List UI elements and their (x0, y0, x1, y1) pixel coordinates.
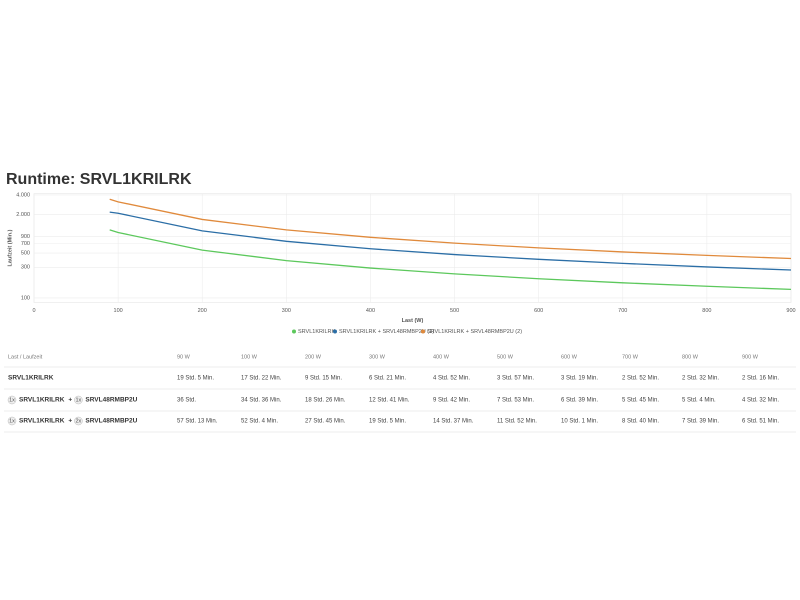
runtime-cell: 52 Std. 4 Min. (241, 419, 278, 425)
x-axis-title: Last (W) (402, 318, 424, 324)
legend-marker (421, 329, 425, 334)
series-line (109, 211, 792, 271)
legend-label: SRVL1KRILRK + SRVL48RMBP2U (1) (339, 329, 434, 335)
runtime-cell: 10 Std. 1 Min. (561, 419, 598, 425)
model-name: SRVL1KRILRK (8, 375, 54, 382)
x-tick-label: 500 (450, 308, 459, 314)
qty-label: 2x (75, 418, 81, 424)
table-header: Last / Laufzeit (8, 354, 43, 360)
x-tick-label: 700 (618, 308, 627, 314)
legend-label: SRVL1KRILRK (298, 329, 336, 335)
y-tick-label: 900 (21, 234, 30, 240)
table-header: 400 W (433, 354, 450, 360)
y-axis-title: Laufzeit (Min.) (7, 229, 13, 266)
y-tick-label: 4.000 (16, 192, 30, 198)
model-name: SRVL48RMBP2U (85, 397, 137, 404)
runtime-cell: 11 Std. 52 Min. (497, 419, 537, 425)
qty-badge (7, 395, 17, 405)
x-tick-label: 600 (534, 308, 543, 314)
runtime-cell: 5 Std. 45 Min. (622, 398, 659, 404)
table-header: 900 W (742, 354, 759, 360)
table-header: 500 W (497, 354, 514, 360)
runtime-cell: 27 Std. 45 Min. (305, 419, 346, 425)
x-tick-label: 300 (282, 308, 291, 314)
table-header: 700 W (622, 354, 639, 360)
qty-badge (74, 416, 83, 426)
runtime-cell: 7 Std. 39 Min. (682, 419, 719, 425)
runtime-cell: 6 Std. 51 Min. (742, 419, 779, 425)
x-tick-label: 200 (198, 308, 207, 314)
runtime-cell: 17 Std. 22 Min. (241, 376, 282, 382)
series-line (109, 229, 792, 291)
table-header: 800 W (682, 354, 699, 360)
qty-label: 1x (75, 397, 81, 403)
runtime-cell: 18 Std. 26 Min. (305, 398, 346, 404)
qty-badge (7, 416, 17, 426)
legend-label: SRVL1KRILRK + SRVL48RMBP2U (2) (427, 329, 522, 335)
x-tick-label: 800 (702, 308, 711, 314)
runtime-cell: 19 Std. 5 Min. (369, 419, 406, 425)
table-header: 300 W (369, 354, 386, 360)
x-tick-label: 400 (366, 308, 375, 314)
runtime-cell: 34 Std. 36 Min. (241, 398, 282, 404)
runtime-cell: 19 Std. 5 Min. (177, 376, 214, 382)
table-header: 600 W (561, 354, 578, 360)
legend-marker (292, 329, 296, 334)
runtime-cell: 3 Std. 57 Min. (497, 376, 534, 382)
runtime-cell: 36 Std. (177, 398, 196, 404)
model-name: SRVL1KRILRK (19, 418, 65, 425)
runtime-cell: 2 Std. 52 Min. (622, 376, 659, 382)
separator: + (68, 397, 72, 404)
y-tick-label: 700 (21, 241, 30, 247)
qty-label: 1x (9, 397, 15, 403)
separator: + (68, 418, 72, 425)
runtime-cell: 2 Std. 32 Min. (682, 376, 719, 382)
page-title: Runtime: SRVL1KRILRK (6, 171, 192, 188)
runtime-cell: 9 Std. 15 Min. (305, 376, 342, 382)
y-tick-label: 300 (21, 265, 30, 271)
qty-badge (74, 395, 83, 405)
runtime-cell: 2 Std. 16 Min. (742, 376, 779, 382)
runtime-cell: 12 Std. 41 Min. (369, 398, 410, 404)
runtime-cell: 6 Std. 21 Min. (369, 376, 406, 382)
table-header: 200 W (305, 354, 322, 360)
table-header: 90 W (177, 354, 191, 360)
series-line (109, 198, 792, 260)
runtime-cell: 4 Std. 52 Min. (433, 376, 470, 382)
runtime-cell: 6 Std. 39 Min. (561, 398, 598, 404)
x-tick-label: 100 (114, 308, 123, 314)
runtime-cell: 8 Std. 40 Min. (622, 419, 659, 425)
y-tick-label: 2.000 (16, 212, 30, 218)
qty-label: 1x (9, 418, 15, 424)
y-tick-label: 100 (21, 295, 30, 301)
legend-marker (333, 329, 337, 334)
runtime-cell: 14 Std. 37 Min. (433, 419, 474, 425)
runtime-cell: 9 Std. 42 Min. (433, 398, 470, 404)
runtime-cell: 57 Std. 13 Min. (177, 419, 218, 425)
runtime-cell: 3 Std. 19 Min. (561, 376, 598, 382)
table-header: 100 W (241, 354, 258, 360)
plot-area (33, 193, 792, 303)
model-name: SRVL1KRILRK (19, 397, 65, 404)
x-tick-label: 0 (32, 308, 35, 314)
x-tick-label: 900 (786, 308, 795, 314)
runtime-cell: 7 Std. 53 Min. (497, 398, 534, 404)
runtime-cell: 4 Std. 32 Min. (742, 398, 779, 404)
y-tick-label: 500 (21, 250, 30, 256)
runtime-cell: 5 Std. 4 Min. (682, 398, 716, 404)
model-name: SRVL48RMBP2U (85, 418, 137, 425)
